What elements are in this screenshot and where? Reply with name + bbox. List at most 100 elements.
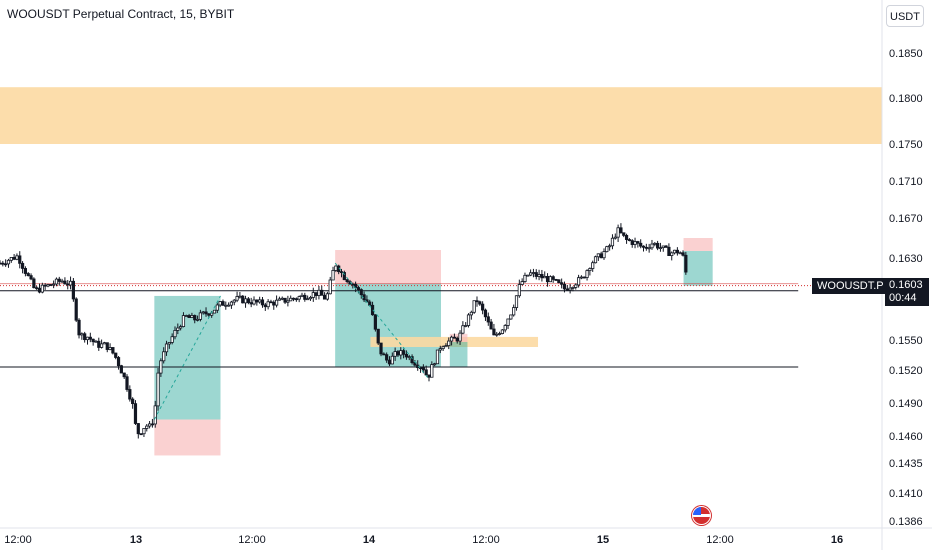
trade-path-1: [153, 295, 221, 420]
candle-body: [0, 262, 2, 265]
candle-body: [277, 298, 282, 301]
candle-body: [201, 311, 205, 314]
candle-body: [164, 343, 169, 353]
candle-body: [478, 301, 482, 305]
candle-body: [568, 287, 572, 291]
candle-body: [667, 246, 671, 256]
candle-body: [424, 369, 428, 376]
candle-body: [418, 367, 423, 370]
candle-body: [46, 284, 50, 287]
candle-body: [627, 239, 631, 241]
candle-body: [602, 251, 606, 259]
candle-body: [286, 300, 290, 303]
candle-body: [167, 342, 171, 345]
candle-body: [147, 423, 152, 427]
candle-body: [520, 281, 524, 285]
candle-body: [68, 280, 73, 286]
candle-body: [404, 353, 409, 358]
candle-body: [12, 257, 16, 260]
candle-body: [184, 315, 188, 317]
y-tick-label: 0.1710: [889, 176, 923, 188]
candle-body: [387, 359, 392, 365]
candle-body: [585, 270, 589, 278]
candle-body: [314, 292, 318, 296]
candle-body: [227, 304, 231, 307]
candle-body: [235, 296, 239, 301]
candle-body: [407, 356, 411, 358]
candle-body: [489, 321, 493, 330]
candle-body: [647, 247, 651, 250]
trade-box-loss-1: [154, 419, 221, 456]
candle-body: [258, 299, 262, 303]
currency-button[interactable]: USDT: [886, 5, 924, 27]
candle-body: [430, 364, 434, 378]
candle-body: [29, 275, 33, 280]
candle-body: [1, 262, 5, 265]
candle-body: [644, 246, 648, 249]
candle-body: [543, 276, 547, 279]
x-tick-label: 12:00: [706, 534, 734, 546]
x-tick-label: 12:00: [238, 534, 266, 546]
candle-body: [139, 433, 143, 436]
candle-body: [100, 343, 104, 348]
candle-body: [128, 389, 132, 400]
candle-body: [500, 329, 504, 334]
candle-body: [593, 256, 598, 264]
candle-body: [300, 294, 304, 298]
candle-body: [342, 272, 346, 281]
candle-body: [156, 372, 160, 407]
candle-body: [560, 282, 564, 285]
candle-body: [514, 295, 519, 308]
candle-body: [458, 332, 462, 342]
candle-body: [32, 278, 36, 289]
candle-body: [565, 288, 569, 291]
y-tick-label: 0.1550: [889, 335, 923, 347]
candle-body: [339, 271, 344, 274]
candle-body: [670, 252, 674, 256]
candle-body: [605, 246, 609, 253]
candle-body: [334, 265, 338, 271]
candle-body: [661, 245, 665, 249]
y-tick-label: 0.1630: [889, 253, 923, 265]
candle-body: [179, 326, 183, 329]
candle-body: [678, 252, 682, 255]
candle-body: [23, 268, 28, 274]
last-price-tag: 0.1603 00:44: [885, 278, 929, 306]
candle-body: [421, 367, 425, 371]
candle-body: [221, 301, 225, 306]
candle-body: [466, 314, 471, 326]
symbol-price-label: WOOUSDT.P: [812, 278, 889, 294]
us-flag-icon[interactable]: [692, 506, 711, 525]
candle-body: [255, 299, 259, 303]
candle-body: [43, 284, 47, 287]
candle-body: [91, 338, 95, 343]
y-tick-label: 0.1800: [889, 93, 923, 105]
candle-body: [622, 232, 626, 236]
candle-body: [588, 268, 592, 272]
candle-body: [345, 279, 349, 282]
candle-body: [85, 336, 90, 341]
candle-body: [523, 274, 527, 282]
candle-body: [370, 304, 375, 316]
y-tick-label: 0.1750: [889, 139, 923, 151]
candle-body: [111, 347, 115, 354]
candle-body: [509, 314, 513, 320]
candle-body: [579, 276, 584, 279]
candle-body: [452, 336, 457, 339]
candle-body: [291, 297, 296, 300]
candle-body: [229, 301, 234, 306]
candle-body: [181, 315, 186, 327]
candle-body: [88, 336, 92, 340]
candle-body: [204, 311, 208, 315]
candle-body: [624, 235, 629, 240]
candle-body: [241, 295, 245, 304]
candle-body: [656, 242, 660, 249]
candle-body: [246, 298, 250, 303]
y-tick-label: 0.1386: [889, 516, 923, 528]
candle-body: [54, 278, 59, 285]
candle-body: [613, 236, 617, 239]
candle-body: [582, 276, 586, 279]
candle-body: [354, 283, 358, 288]
candle-body: [410, 356, 414, 364]
